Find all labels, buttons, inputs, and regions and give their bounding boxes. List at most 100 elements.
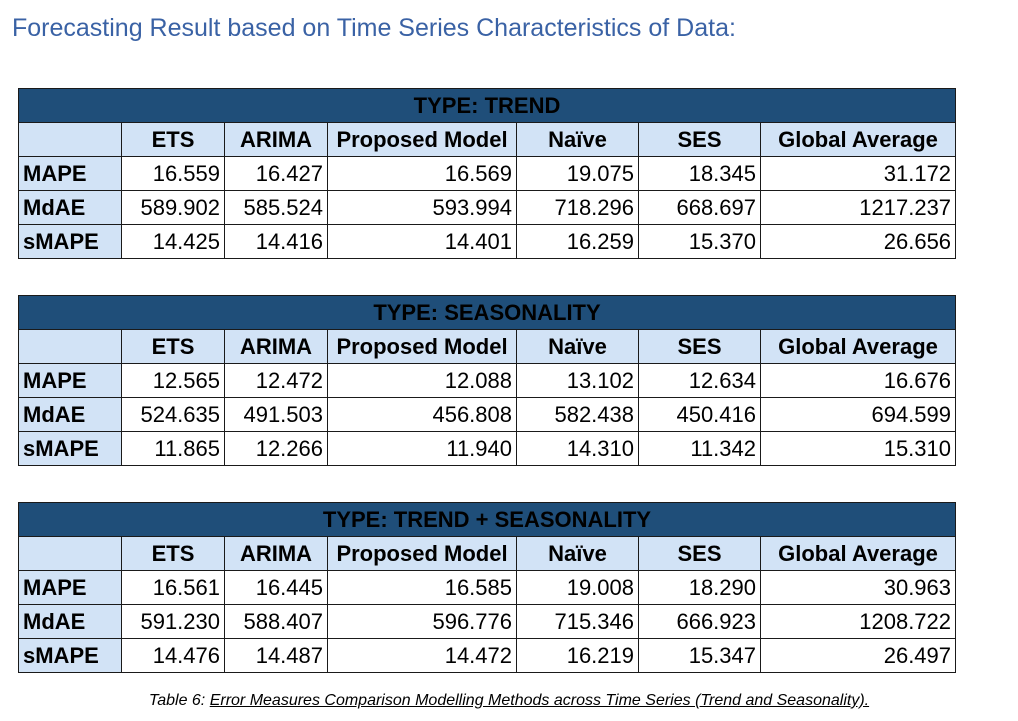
- table-cell: 11.342: [638, 431, 761, 466]
- table-cell: 668.697: [638, 190, 761, 225]
- column-header-global-average: Global Average: [760, 329, 956, 364]
- table-cell: 15.310: [760, 431, 956, 466]
- row-label-smape: sMAPE: [18, 431, 122, 466]
- seasonality-table: TYPE: SEASONALITY ETS ARIMA Proposed Mod…: [18, 295, 956, 466]
- column-header-global-average: Global Average: [759, 536, 957, 571]
- row-label-mdae: MdAE: [18, 604, 122, 639]
- trend-seasonality-table: TYPE: TREND + SEASONALITY ETS ARIMA Prop…: [17, 502, 957, 673]
- table-row: MdAE 524.635 491.503 456.808 582.438 450…: [18, 397, 956, 432]
- table-cell: 14.472: [327, 638, 517, 673]
- table-cell: 12.266: [224, 431, 328, 466]
- table-cell: 593.994: [327, 190, 517, 225]
- table-cell: 15.347: [638, 638, 761, 673]
- column-header-ets: ETS: [121, 536, 225, 571]
- table-cell: 450.416: [638, 397, 761, 432]
- table-cell: 16.259: [516, 224, 639, 259]
- table-cell: 16.427: [224, 156, 328, 191]
- table-row: MAPE 12.565 12.472 12.088 13.102 12.634 …: [18, 363, 956, 398]
- column-header-naive: Naïve: [516, 536, 639, 571]
- table-cell: 718.296: [516, 190, 639, 225]
- table-cell: 15.370: [638, 224, 761, 259]
- table-cell: 589.902: [121, 190, 225, 225]
- table-cell: 14.310: [516, 431, 639, 466]
- row-label-mdae: MdAE: [18, 397, 122, 432]
- table-cell: 30.963: [759, 570, 957, 605]
- table-cell: 16.559: [121, 156, 225, 191]
- caption-link[interactable]: Error Measures Comparison Modelling Meth…: [209, 692, 870, 709]
- table-cell: 524.635: [121, 397, 225, 432]
- column-header-naive: Naïve: [516, 329, 639, 364]
- table-cell: 715.346: [516, 604, 639, 639]
- table-cell: 16.561: [121, 570, 225, 605]
- table-cell: 582.438: [516, 397, 639, 432]
- table-cell: 456.808: [327, 397, 517, 432]
- row-label-mape: MAPE: [18, 570, 122, 605]
- table-row: MAPE 16.559 16.427 16.569 19.075 18.345 …: [18, 156, 957, 191]
- table-cell: 14.487: [224, 638, 328, 673]
- table-type-title: TYPE: TREND: [17, 88, 957, 123]
- table-caption: Table 6: Error Measures Comparison Model…: [0, 692, 1018, 710]
- trend-table: TYPE: TREND ETS ARIMA Proposed Model Naï…: [17, 88, 957, 259]
- column-header-ets: ETS: [121, 329, 225, 364]
- column-header-proposed-model: Proposed Model: [327, 536, 517, 571]
- table-cell: 16.445: [224, 570, 328, 605]
- column-header-proposed-model: Proposed Model: [327, 329, 517, 364]
- table-cell: 12.472: [224, 363, 328, 398]
- column-header-naive: Naïve: [516, 122, 639, 157]
- table-cell: 12.634: [638, 363, 761, 398]
- column-header-ets: ETS: [121, 122, 225, 157]
- column-header-arima: ARIMA: [224, 329, 328, 364]
- table-cell: 596.776: [327, 604, 517, 639]
- column-header-ses: SES: [638, 122, 761, 157]
- row-label-smape: sMAPE: [18, 224, 122, 259]
- column-header-arima: ARIMA: [224, 536, 328, 571]
- corner-cell: [18, 536, 122, 571]
- table-cell: 19.008: [516, 570, 639, 605]
- table-cell: 694.599: [760, 397, 956, 432]
- table-cell: 13.102: [516, 363, 639, 398]
- table-cell: 591.230: [121, 604, 225, 639]
- table-cell: 16.569: [327, 156, 517, 191]
- column-header-arima: ARIMA: [224, 122, 328, 157]
- table-cell: 491.503: [224, 397, 328, 432]
- row-label-mape: MAPE: [18, 156, 122, 191]
- page-title: Forecasting Result based on Time Series …: [12, 14, 736, 42]
- table-cell: 14.416: [224, 224, 328, 259]
- table-cell: 14.425: [121, 224, 225, 259]
- table-cell: 12.565: [121, 363, 225, 398]
- table-cell: 12.088: [327, 363, 517, 398]
- column-header-proposed-model: Proposed Model: [327, 122, 517, 157]
- corner-cell: [18, 329, 122, 364]
- table-row: MAPE 16.561 16.445 16.585 19.008 18.290 …: [18, 570, 957, 605]
- caption-prefix: Table 6:: [148, 692, 210, 709]
- table-cell: 16.219: [516, 638, 639, 673]
- table-row: MdAE 591.230 588.407 596.776 715.346 666…: [18, 604, 957, 639]
- table-cell: 18.345: [638, 156, 761, 191]
- table-row: sMAPE 14.476 14.487 14.472 16.219 15.347…: [18, 638, 957, 673]
- table-cell: 26.497: [759, 638, 957, 673]
- table-cell: 1208.722: [759, 604, 957, 639]
- row-label-mdae: MdAE: [18, 190, 122, 225]
- table-cell: 18.290: [638, 570, 761, 605]
- row-label-mape: MAPE: [18, 363, 122, 398]
- corner-cell: [18, 122, 122, 157]
- row-label-smape: sMAPE: [18, 638, 122, 673]
- table-cell: 11.865: [121, 431, 225, 466]
- table-type-title: TYPE: SEASONALITY: [18, 295, 956, 330]
- table-cell: 14.476: [121, 638, 225, 673]
- table-cell: 585.524: [224, 190, 328, 225]
- column-header-global-average: Global Average: [759, 122, 957, 157]
- table-cell: 16.585: [327, 570, 517, 605]
- table-type-title: TYPE: TREND + SEASONALITY: [17, 502, 957, 537]
- table-row: MdAE 589.902 585.524 593.994 718.296 668…: [18, 190, 957, 225]
- table-cell: 14.401: [327, 224, 517, 259]
- table-cell: 31.172: [759, 156, 957, 191]
- table-cell: 26.656: [759, 224, 957, 259]
- table-cell: 588.407: [224, 604, 328, 639]
- column-header-ses: SES: [638, 329, 761, 364]
- column-header-ses: SES: [638, 536, 761, 571]
- table-row: sMAPE 11.865 12.266 11.940 14.310 11.342…: [18, 431, 956, 466]
- table-cell: 19.075: [516, 156, 639, 191]
- table-cell: 11.940: [327, 431, 517, 466]
- table-cell: 1217.237: [759, 190, 957, 225]
